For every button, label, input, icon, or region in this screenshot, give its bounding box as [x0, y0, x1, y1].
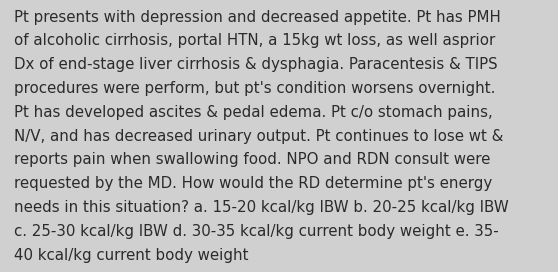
Text: Pt has developed ascites & pedal edema. Pt c/o stomach pains,: Pt has developed ascites & pedal edema. … — [14, 105, 493, 120]
Text: of alcoholic cirrhosis, portal HTN, a 15kg wt loss, as well asprior: of alcoholic cirrhosis, portal HTN, a 15… — [14, 33, 495, 48]
Text: c. 25-30 kcal/kg IBW d. 30-35 kcal/kg current body weight e. 35-: c. 25-30 kcal/kg IBW d. 30-35 kcal/kg cu… — [14, 224, 499, 239]
Text: Dx of end-stage liver cirrhosis & dysphagia. Paracentesis & TIPS: Dx of end-stage liver cirrhosis & dyspha… — [14, 57, 498, 72]
Text: Pt presents with depression and decreased appetite. Pt has PMH: Pt presents with depression and decrease… — [14, 10, 501, 24]
Text: N/V, and has decreased urinary output. Pt continues to lose wt &: N/V, and has decreased urinary output. P… — [14, 129, 503, 144]
Text: needs in this situation? a. 15-20 kcal/kg IBW b. 20-25 kcal/kg IBW: needs in this situation? a. 15-20 kcal/k… — [14, 200, 509, 215]
Text: requested by the MD. How would the RD determine pt's energy: requested by the MD. How would the RD de… — [14, 176, 492, 191]
Text: procedures were perform, but pt's condition worsens overnight.: procedures were perform, but pt's condit… — [14, 81, 496, 96]
Text: 40 kcal/kg current body weight: 40 kcal/kg current body weight — [14, 248, 248, 262]
Text: reports pain when swallowing food. NPO and RDN consult were: reports pain when swallowing food. NPO a… — [14, 152, 490, 167]
